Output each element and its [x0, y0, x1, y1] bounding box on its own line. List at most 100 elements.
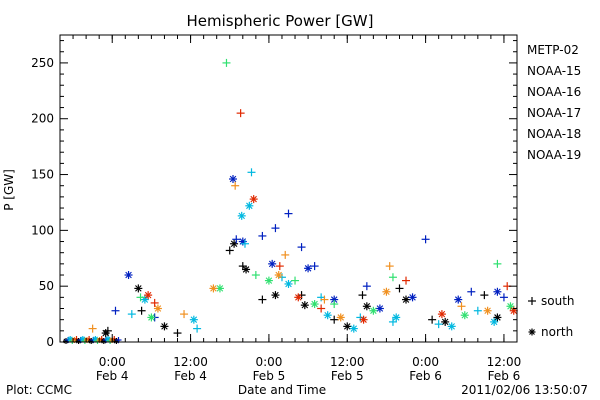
series-metp-02: [101, 239, 502, 338]
data-point-north: [493, 313, 502, 322]
star-stroke: [304, 265, 312, 272]
data-point-south: [467, 287, 476, 296]
x-tick-label-time: 12:00: [330, 355, 365, 369]
x-tick-label-time: 12:00: [487, 355, 522, 369]
y-tick-label: 50: [39, 279, 54, 293]
star-stroke: [484, 307, 491, 315]
y-tick-label: 100: [31, 223, 54, 237]
legend-entry-metp-02: METP-02: [527, 43, 579, 57]
data-point-south: [258, 295, 267, 304]
data-point-south: [457, 302, 466, 311]
legend-entry-noaa-17: NOAA-17: [527, 106, 581, 120]
star-stroke: [210, 285, 217, 292]
data-point-north: [245, 201, 254, 210]
star-stroke: [461, 311, 469, 319]
data-point-south: [225, 246, 234, 255]
data-point-south: [258, 231, 267, 240]
data-point-north: [189, 315, 198, 324]
x-tick-label-date: Feb 5: [253, 369, 286, 383]
star-stroke: [330, 296, 338, 303]
star-stroke: [448, 323, 455, 330]
marker-legend-label: north: [541, 325, 573, 339]
star-stroke: [441, 318, 449, 326]
data-point-south: [297, 243, 306, 252]
legend-entry-noaa-18: NOAA-18: [527, 127, 581, 141]
data-point-south: [284, 209, 293, 218]
star-stroke: [454, 296, 462, 303]
marker-legend-south: south: [528, 294, 575, 308]
data-point-north: [375, 304, 384, 313]
data-point-south: [222, 58, 231, 67]
data-point-south: [137, 306, 146, 315]
y-tick-label: 250: [31, 56, 54, 70]
data-point-north: [101, 329, 110, 338]
star-stroke: [250, 195, 257, 203]
x-tick-label-date: Feb 4: [96, 369, 129, 383]
data-point-north: [483, 306, 492, 315]
star-stroke: [490, 318, 498, 326]
star-stroke: [392, 314, 400, 321]
x-tick-label-date: Feb 5: [331, 369, 364, 383]
data-point-south: [173, 329, 182, 338]
data-point-south: [388, 273, 397, 282]
data-point-south: [291, 276, 300, 285]
star-stroke: [360, 316, 367, 323]
data-point-north: [242, 265, 251, 274]
star-stroke: [92, 336, 98, 342]
star-stroke: [268, 260, 276, 268]
star-stroke: [370, 307, 377, 315]
star-stroke: [402, 296, 410, 303]
data-point-south: [271, 224, 280, 233]
data-point-south: [362, 282, 371, 291]
series-noaa-19: [144, 109, 518, 324]
x-tick-label-time: 0:00: [412, 355, 439, 369]
data-point-north: [323, 311, 332, 320]
y-tick-label: 150: [31, 168, 54, 182]
star-stroke: [216, 285, 224, 292]
series-noaa-17: [136, 58, 515, 322]
data-point-north: [460, 311, 469, 320]
star-stroke: [343, 323, 351, 330]
data-point-north: [392, 313, 401, 322]
data-point-south: [402, 276, 411, 285]
legend: METP-02 NOAA-15 NOAA-16 NOAA-17 NOAA-18 NOAA-…: [527, 43, 581, 339]
data-point-north: [249, 195, 258, 204]
marker-legend-north: north: [528, 325, 573, 339]
star-stroke: [272, 291, 279, 299]
star-stroke: [285, 280, 292, 288]
star-stroke: [154, 305, 162, 312]
y-tick-label: 200: [31, 112, 54, 126]
data-point-north: [343, 322, 352, 331]
data-point-north: [134, 284, 143, 293]
chart-title: Hemispheric Power [GW]: [187, 12, 374, 30]
x-tick-label-date: Feb 4: [174, 369, 207, 383]
star-stroke: [135, 285, 142, 292]
data-point-south: [320, 295, 329, 304]
x-tick-label-date: Feb 6: [488, 369, 521, 383]
data-point-north: [369, 306, 378, 315]
data-point-north: [336, 313, 345, 322]
data-point-south: [150, 298, 159, 307]
plot-credit: Plot: CCMC: [6, 383, 72, 397]
data-point-north: [124, 271, 133, 280]
data-point-north: [209, 284, 218, 293]
data-point-south: [330, 300, 339, 309]
data-point-south: [251, 271, 260, 280]
data-point-south: [434, 320, 443, 329]
star-stroke: [295, 294, 302, 301]
data-point-north: [437, 310, 446, 319]
star-stroke: [529, 329, 535, 335]
data-point-north: [147, 313, 156, 322]
star-stroke: [337, 314, 344, 321]
star-stroke: [229, 175, 237, 183]
data-point-south: [275, 262, 284, 271]
star-stroke: [324, 311, 331, 319]
x-axis-label: Date and Time: [238, 383, 326, 397]
star-stroke: [125, 271, 132, 279]
star-stroke: [80, 336, 86, 342]
data-point-north: [268, 259, 277, 268]
star-stroke: [161, 323, 168, 330]
star-stroke: [190, 316, 198, 323]
